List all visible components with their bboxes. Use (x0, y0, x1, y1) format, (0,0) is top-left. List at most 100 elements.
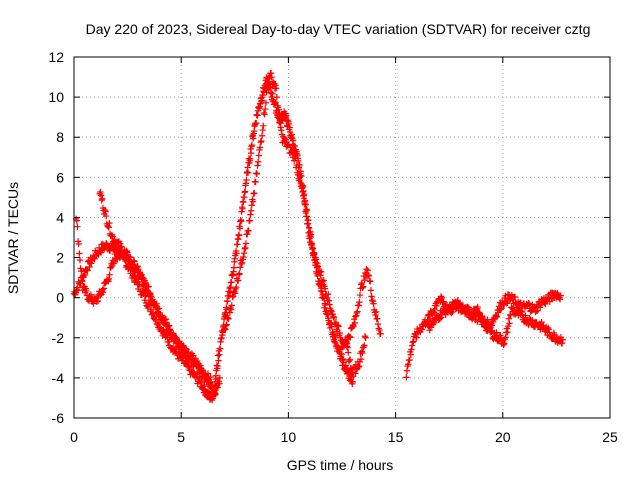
data-point (525, 300, 532, 307)
data-point (127, 254, 134, 261)
y-tick-label: -6 (52, 410, 65, 426)
data-point (106, 219, 113, 227)
data-point (105, 224, 112, 231)
data-point (211, 381, 219, 389)
data-point (134, 263, 141, 270)
data-point (359, 284, 366, 291)
data-point (325, 297, 333, 304)
data-point (345, 349, 352, 356)
data-point (303, 206, 311, 214)
data-point (211, 387, 218, 394)
data-point (551, 331, 558, 338)
data-point (430, 319, 438, 327)
data-point (363, 266, 370, 273)
data-point (244, 169, 252, 176)
data-point (506, 320, 513, 327)
y-tick-label: 10 (48, 89, 64, 105)
data-point (218, 334, 225, 342)
y-tick-label: 2 (56, 250, 64, 266)
data-point (194, 362, 201, 370)
data-point (410, 338, 417, 345)
data-point (305, 224, 313, 231)
data-point (264, 80, 272, 88)
data-point (332, 318, 340, 326)
data-point (328, 308, 335, 315)
data-point (296, 173, 304, 181)
data-point (149, 310, 157, 317)
data-point (318, 288, 326, 295)
data-point (518, 308, 525, 316)
data-point (524, 320, 532, 327)
data-point (144, 283, 152, 291)
data-point (374, 315, 381, 322)
x-axis-label: GPS time / hours (287, 457, 394, 473)
data-point (207, 373, 214, 381)
data-point (307, 231, 315, 238)
data-point (165, 322, 173, 329)
data-point (431, 306, 438, 313)
data-point (347, 334, 354, 341)
chart-title: Day 220 of 2023, Sidereal Day-to-day VTE… (86, 21, 591, 37)
data-point (238, 259, 246, 266)
data-point (440, 298, 447, 305)
data-point (461, 310, 469, 318)
data-point (228, 302, 235, 309)
data-point (259, 126, 266, 134)
data-point (406, 356, 413, 364)
data-point (334, 322, 342, 329)
data-point (504, 328, 511, 336)
data-point (216, 374, 223, 382)
data-point (88, 260, 95, 267)
data-point (235, 271, 243, 278)
data-point (408, 342, 416, 349)
data-point (297, 179, 304, 187)
data-point (187, 351, 194, 359)
data-point (182, 345, 190, 352)
data-point (544, 324, 552, 331)
data-point (240, 249, 248, 257)
data-point (322, 301, 329, 309)
data-point (336, 329, 344, 337)
data-point (130, 257, 138, 264)
data-point (254, 162, 261, 169)
data-point (409, 339, 416, 346)
data-point (251, 189, 258, 197)
data-point (256, 144, 264, 151)
data-point (303, 206, 310, 213)
data-point (173, 334, 180, 341)
data-point (497, 306, 505, 313)
data-point (238, 260, 245, 268)
data-point (235, 232, 243, 239)
data-point (370, 300, 377, 307)
data-point (204, 374, 211, 382)
plot-frame (73, 56, 611, 419)
data-point (290, 150, 297, 157)
data-point (559, 336, 567, 343)
data-point (282, 136, 290, 143)
data-point (262, 99, 270, 106)
data-point (299, 188, 306, 196)
x-tick-label: 15 (388, 429, 404, 445)
data-point (109, 233, 116, 240)
series-track-f (338, 266, 384, 351)
data-point (239, 205, 246, 212)
data-point (493, 313, 501, 321)
data-point (94, 294, 101, 302)
data-point (110, 258, 117, 266)
data-point (525, 300, 533, 308)
data-point (268, 73, 275, 81)
data-point (357, 355, 365, 363)
data-point (247, 211, 254, 218)
data-point (224, 298, 231, 305)
data-point (408, 346, 415, 353)
data-point (338, 351, 345, 358)
data-point (86, 263, 93, 271)
data-point (504, 299, 511, 306)
data-point (489, 318, 497, 325)
data-point (556, 296, 564, 303)
data-point (277, 124, 284, 131)
data-point (368, 293, 375, 300)
data-point (74, 223, 81, 230)
data-point (178, 342, 186, 350)
data-point (246, 217, 254, 224)
